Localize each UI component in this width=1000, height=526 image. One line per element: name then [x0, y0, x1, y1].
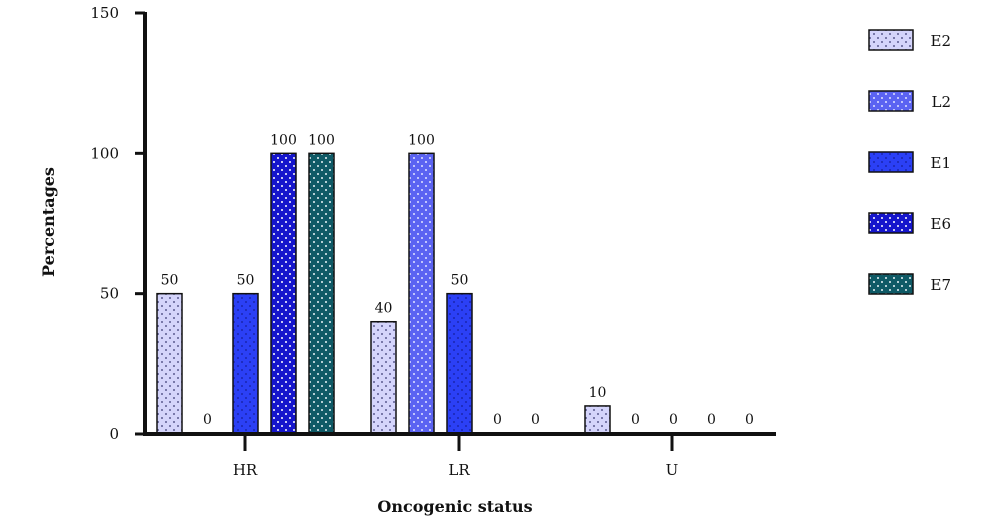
data-label-lr-e2: 40 [375, 301, 393, 317]
data-label-hr-l2: 0 [203, 412, 212, 428]
data-label-u-e2: 10 [589, 385, 607, 401]
data-label-u-l2: 0 [631, 412, 640, 428]
legend-label-e2: E2 [931, 32, 952, 50]
data-label-lr-l2: 100 [408, 132, 435, 148]
data-label-lr-e6: 0 [493, 412, 502, 428]
legend-swatch-e6 [868, 212, 914, 234]
bar-hr-e2 [156, 292, 183, 435]
data-label-hr-e2: 50 [161, 273, 179, 289]
data-label-u-e7: 0 [745, 412, 754, 428]
legend-label-e1: E1 [931, 154, 952, 172]
bar-lr-e2 [370, 320, 397, 435]
y-axis-title: Percentages [39, 167, 58, 277]
legend-label-e6: E6 [931, 215, 952, 233]
legend-swatch-e1 [868, 151, 914, 173]
y-tick-label: 0 [109, 425, 119, 443]
data-label-hr-e7: 100 [308, 132, 335, 148]
bar-u-e2 [584, 405, 611, 435]
x-tick-label-u: U [666, 461, 679, 479]
y-tick-label: 100 [90, 144, 119, 162]
x-tick-label-lr: LR [448, 461, 470, 479]
data-label-hr-e6: 100 [270, 132, 297, 148]
bar-lr-l2 [408, 152, 435, 435]
bar-hr-e7 [308, 152, 335, 435]
data-label-lr-e7: 0 [531, 412, 540, 428]
data-label-u-e1: 0 [669, 412, 678, 428]
legend-label-l2: L2 [931, 93, 951, 111]
y-tick-label: 50 [100, 285, 119, 303]
data-label-hr-e1: 50 [237, 273, 255, 289]
data-label-u-e6: 0 [707, 412, 716, 428]
bar-hr-e1 [232, 292, 259, 435]
legend-swatch-e7 [868, 273, 914, 295]
x-axis-title: Oncogenic status [377, 497, 532, 516]
bar-lr-e1 [446, 292, 473, 435]
legend-swatch-e2 [868, 29, 914, 51]
legend-label-e7: E7 [931, 276, 952, 294]
data-label-lr-e1: 50 [451, 273, 469, 289]
y-tick-label: 150 [90, 4, 119, 22]
bar-hr-e6 [270, 152, 297, 435]
legend-swatch-l2 [868, 90, 914, 112]
x-tick-label-hr: HR [233, 461, 258, 479]
